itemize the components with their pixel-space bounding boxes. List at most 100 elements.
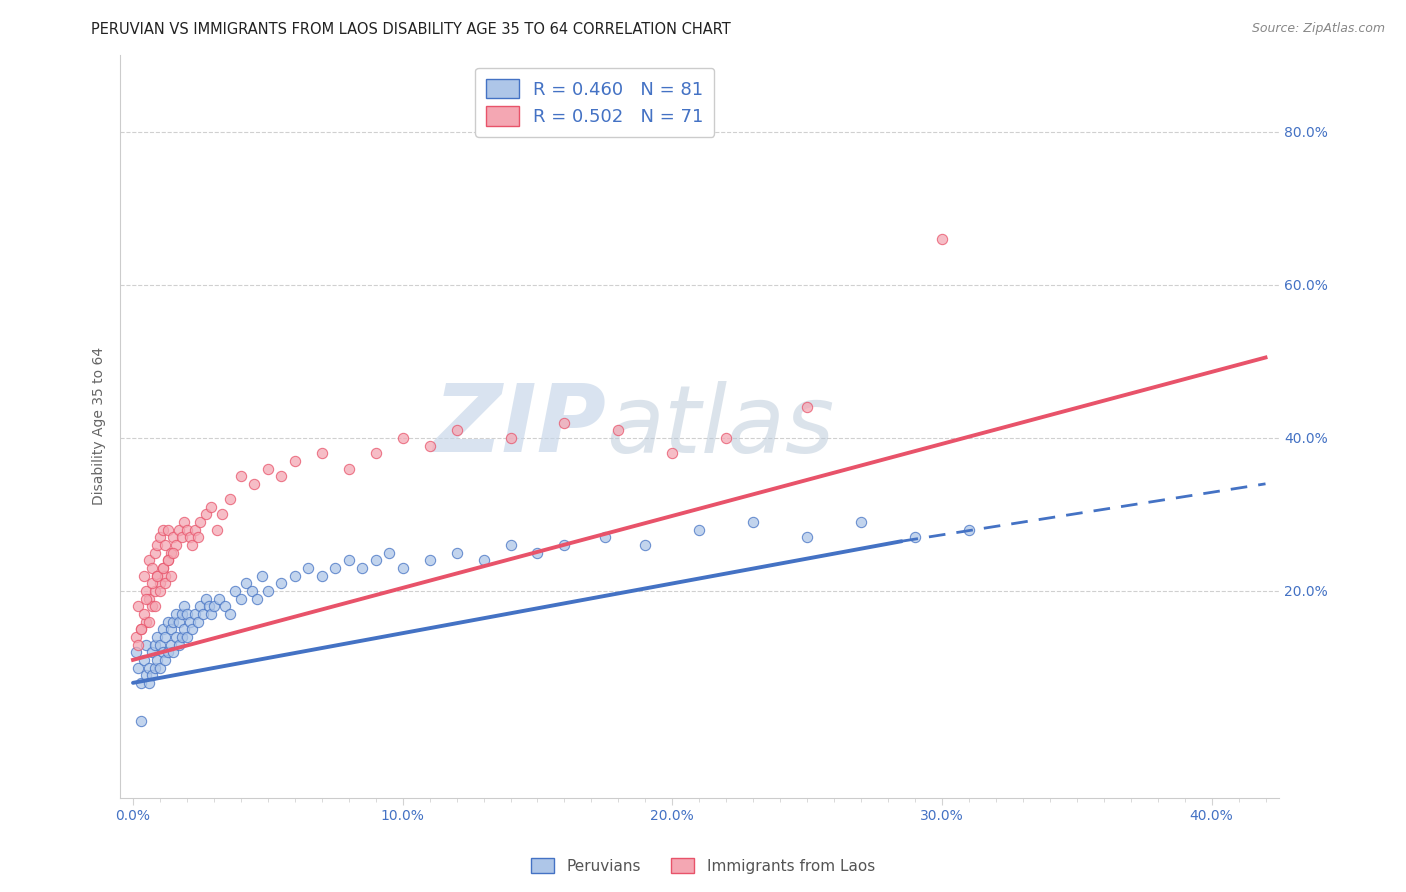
Point: [256, 461, 278, 475]
Point: [634, 538, 657, 552]
Point: [391, 431, 413, 445]
Point: [187, 615, 209, 629]
Point: [235, 576, 257, 591]
Point: [184, 607, 207, 621]
Point: [849, 515, 872, 529]
Point: [149, 660, 172, 674]
Point: [157, 523, 180, 537]
Point: [352, 561, 374, 575]
Point: [143, 638, 166, 652]
Point: [167, 615, 190, 629]
Point: [135, 638, 157, 652]
Point: [129, 676, 152, 690]
Point: [138, 591, 160, 606]
Point: [127, 660, 149, 674]
Point: [132, 568, 155, 582]
Point: [191, 607, 214, 621]
Point: [162, 546, 184, 560]
Point: [127, 638, 149, 652]
Point: [190, 515, 212, 529]
Point: [138, 660, 160, 674]
Point: [155, 538, 177, 552]
Point: [607, 423, 630, 437]
Point: [162, 645, 184, 659]
Point: [190, 599, 212, 614]
Point: [129, 622, 152, 636]
Point: [553, 538, 575, 552]
Point: [159, 638, 181, 652]
Point: [125, 645, 148, 659]
Point: [176, 523, 198, 537]
Point: [157, 615, 180, 629]
Point: [141, 645, 163, 659]
Point: [173, 622, 195, 636]
Text: ZIP: ZIP: [433, 380, 606, 473]
Point: [202, 599, 225, 614]
Point: [742, 515, 765, 529]
Point: [472, 553, 495, 567]
Point: [146, 568, 169, 582]
Point: [152, 561, 174, 575]
Point: [165, 538, 187, 552]
Point: [127, 599, 149, 614]
Point: [167, 523, 190, 537]
Point: [155, 653, 177, 667]
Point: [141, 576, 163, 591]
Point: [165, 630, 187, 644]
Point: [141, 599, 163, 614]
Point: [446, 546, 468, 560]
Point: [904, 530, 927, 544]
Point: [337, 553, 360, 567]
Point: [240, 584, 263, 599]
Point: [211, 508, 233, 522]
Point: [135, 584, 157, 599]
Point: [796, 530, 818, 544]
Point: [157, 553, 180, 567]
Point: [162, 530, 184, 544]
Point: [173, 599, 195, 614]
Point: [219, 492, 242, 507]
Point: [311, 568, 333, 582]
Text: Source: ZipAtlas.com: Source: ZipAtlas.com: [1251, 22, 1385, 36]
Point: [661, 446, 683, 460]
Point: [184, 523, 207, 537]
Point: [311, 446, 333, 460]
Point: [200, 500, 222, 514]
Y-axis label: Disability Age 35 to 64: Disability Age 35 to 64: [93, 347, 107, 506]
Point: [181, 622, 204, 636]
Point: [176, 607, 198, 621]
Point: [146, 653, 169, 667]
Point: [143, 546, 166, 560]
Point: [159, 568, 181, 582]
Point: [152, 645, 174, 659]
Point: [170, 530, 193, 544]
Point: [146, 538, 169, 552]
Point: [284, 454, 307, 468]
Point: [149, 530, 172, 544]
Point: [141, 668, 163, 682]
Point: [323, 561, 346, 575]
Point: [179, 615, 201, 629]
Point: [179, 530, 201, 544]
Point: [197, 599, 219, 614]
Point: [229, 469, 252, 483]
Point: [219, 607, 242, 621]
Point: [194, 591, 217, 606]
Point: [157, 553, 180, 567]
Legend: R = 0.460   N = 81, R = 0.502   N = 71: R = 0.460 N = 81, R = 0.502 N = 71: [475, 68, 714, 136]
Point: [152, 523, 174, 537]
Point: [157, 645, 180, 659]
Point: [176, 630, 198, 644]
Point: [146, 630, 169, 644]
Point: [187, 530, 209, 544]
Point: [229, 591, 252, 606]
Point: [135, 668, 157, 682]
Point: [149, 638, 172, 652]
Point: [284, 568, 307, 582]
Point: [526, 546, 548, 560]
Point: [208, 591, 231, 606]
Point: [364, 446, 387, 460]
Point: [224, 584, 246, 599]
Point: [132, 607, 155, 621]
Point: [152, 622, 174, 636]
